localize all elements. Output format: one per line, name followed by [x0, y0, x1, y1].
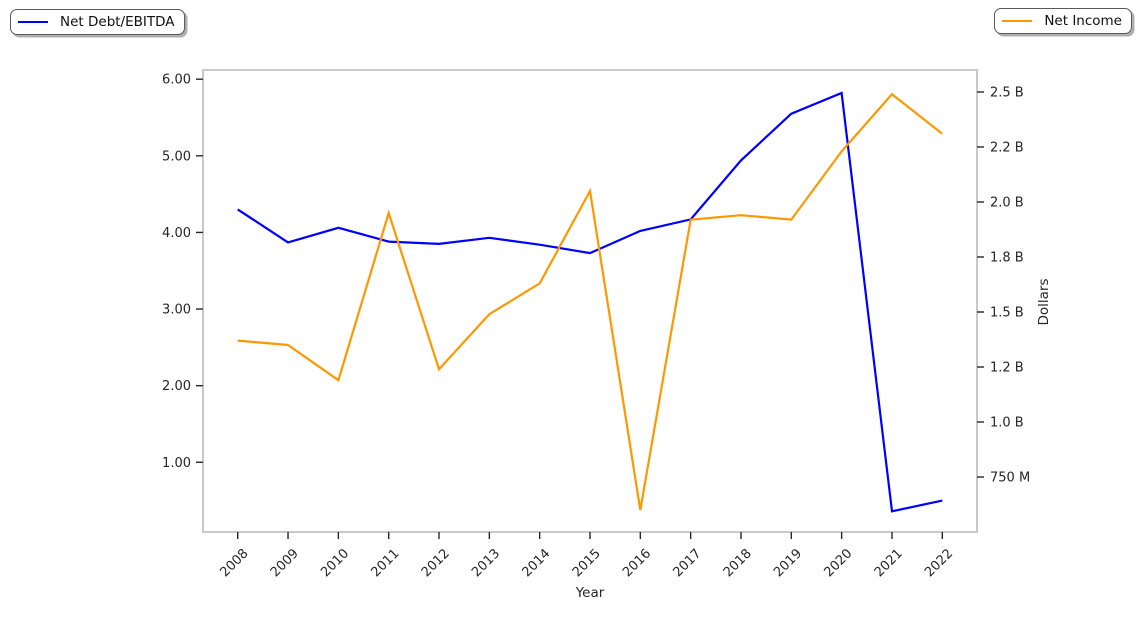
legend-label-net-income: Net Income	[1044, 13, 1122, 29]
net-income-line	[237, 92, 943, 511]
right-axis-tick-label: 1.2 B	[990, 361, 1024, 376]
x-axis-tick-label: 2018	[721, 546, 755, 580]
x-axis-tick-label: 2012	[419, 546, 453, 580]
x-axis-tick-label: 2008	[218, 546, 252, 580]
right-axis-tick-label: 1.5 B	[990, 306, 1024, 321]
legend-label-net-debt-ebitda: Net Debt/EBITDA	[60, 14, 175, 30]
x-axis-tick-label: 2020	[821, 546, 855, 580]
legend-net-debt-ebitda: Net Debt/EBITDA	[10, 9, 185, 35]
x-axis-tick-label: 2009	[268, 546, 302, 580]
x-axis-tick-label: 2019	[771, 546, 805, 580]
x-axis-tick-label: 2011	[369, 546, 403, 580]
x-axis-tick-label: 2013	[469, 546, 503, 580]
x-axis-tick-label: 2022	[922, 546, 956, 580]
x-axis-tick-label: 2017	[670, 546, 704, 580]
legend-line-swatch-blue	[18, 20, 48, 24]
left-axis-tick-label: 4.00	[162, 226, 191, 241]
left-axis-tick-label: 6.00	[162, 73, 191, 88]
right-axis-tick-label: 2.5 B	[990, 86, 1024, 101]
left-axis-tick-label: 5.00	[162, 149, 191, 164]
left-axis-tick-label: 2.00	[162, 379, 191, 394]
right-axis-tick-label: 750 M	[990, 471, 1030, 486]
x-axis-tick-label: 2014	[519, 546, 553, 580]
legend-net-income: Net Income	[994, 8, 1132, 34]
net-debt-ebitda-line	[237, 91, 943, 513]
x-axis-tick-label: 2015	[570, 546, 604, 580]
right-y-axis-title: Dollars	[1036, 278, 1052, 325]
x-axis-title: Year	[575, 585, 605, 601]
left-axis-tick-label: 1.00	[162, 456, 191, 471]
x-axis-tick-label: 2016	[620, 546, 654, 580]
x-axis-tick-label: 2021	[872, 546, 906, 580]
plot-frame	[202, 69, 978, 533]
right-axis-tick-label: 1.0 B	[990, 416, 1024, 431]
right-axis-tick-label: 2.2 B	[990, 141, 1024, 156]
left-axis-tick-label: 3.00	[162, 303, 191, 318]
right-axis-tick-label: 1.8 B	[990, 251, 1024, 266]
right-axis-tick-label: 2.0 B	[990, 196, 1024, 211]
legend-line-swatch-orange	[1002, 19, 1033, 23]
x-axis-tick-label: 2010	[318, 546, 352, 580]
